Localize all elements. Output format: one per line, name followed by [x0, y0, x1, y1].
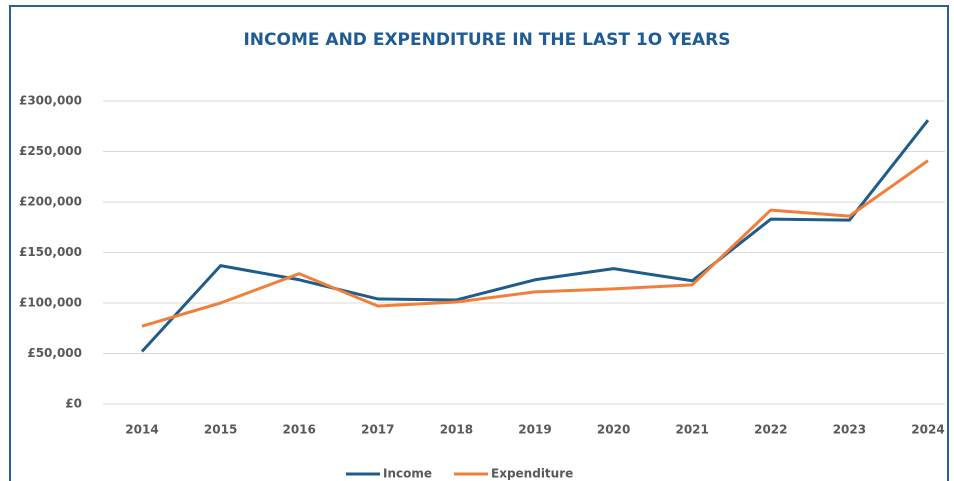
x-tick-label: 2015 — [204, 423, 237, 437]
y-tick-label: £300,000 — [19, 94, 82, 108]
x-tick-label: 2016 — [282, 423, 315, 437]
x-tick-label: 2020 — [597, 423, 630, 437]
x-tick-label: 2019 — [518, 423, 551, 437]
y-tick-label: £150,000 — [19, 245, 82, 259]
x-tick-label: 2022 — [754, 423, 787, 437]
y-tick-label: £200,000 — [19, 195, 82, 209]
x-tick-label: 2018 — [440, 423, 473, 437]
y-tick-label: £50,000 — [27, 346, 82, 360]
series-line — [140, 119, 930, 353]
y-tick-label: £0 — [65, 397, 82, 411]
legend-label: Expenditure — [491, 467, 573, 481]
legend-label: Income — [383, 467, 432, 481]
x-tick-label: 2024 — [911, 423, 944, 437]
x-tick-label: 2014 — [125, 423, 158, 437]
y-tick-label: £250,000 — [19, 144, 82, 158]
y-tick-label: £100,000 — [19, 296, 82, 310]
x-tick-label: 2021 — [675, 423, 708, 437]
x-tick-label: 2023 — [833, 423, 866, 437]
chart-title: INCOME AND EXPENDITURE IN THE LAST 1O YE… — [243, 30, 730, 50]
chart-frame — [9, 5, 949, 481]
series-line — [141, 159, 929, 328]
x-tick-label: 2017 — [361, 423, 394, 437]
